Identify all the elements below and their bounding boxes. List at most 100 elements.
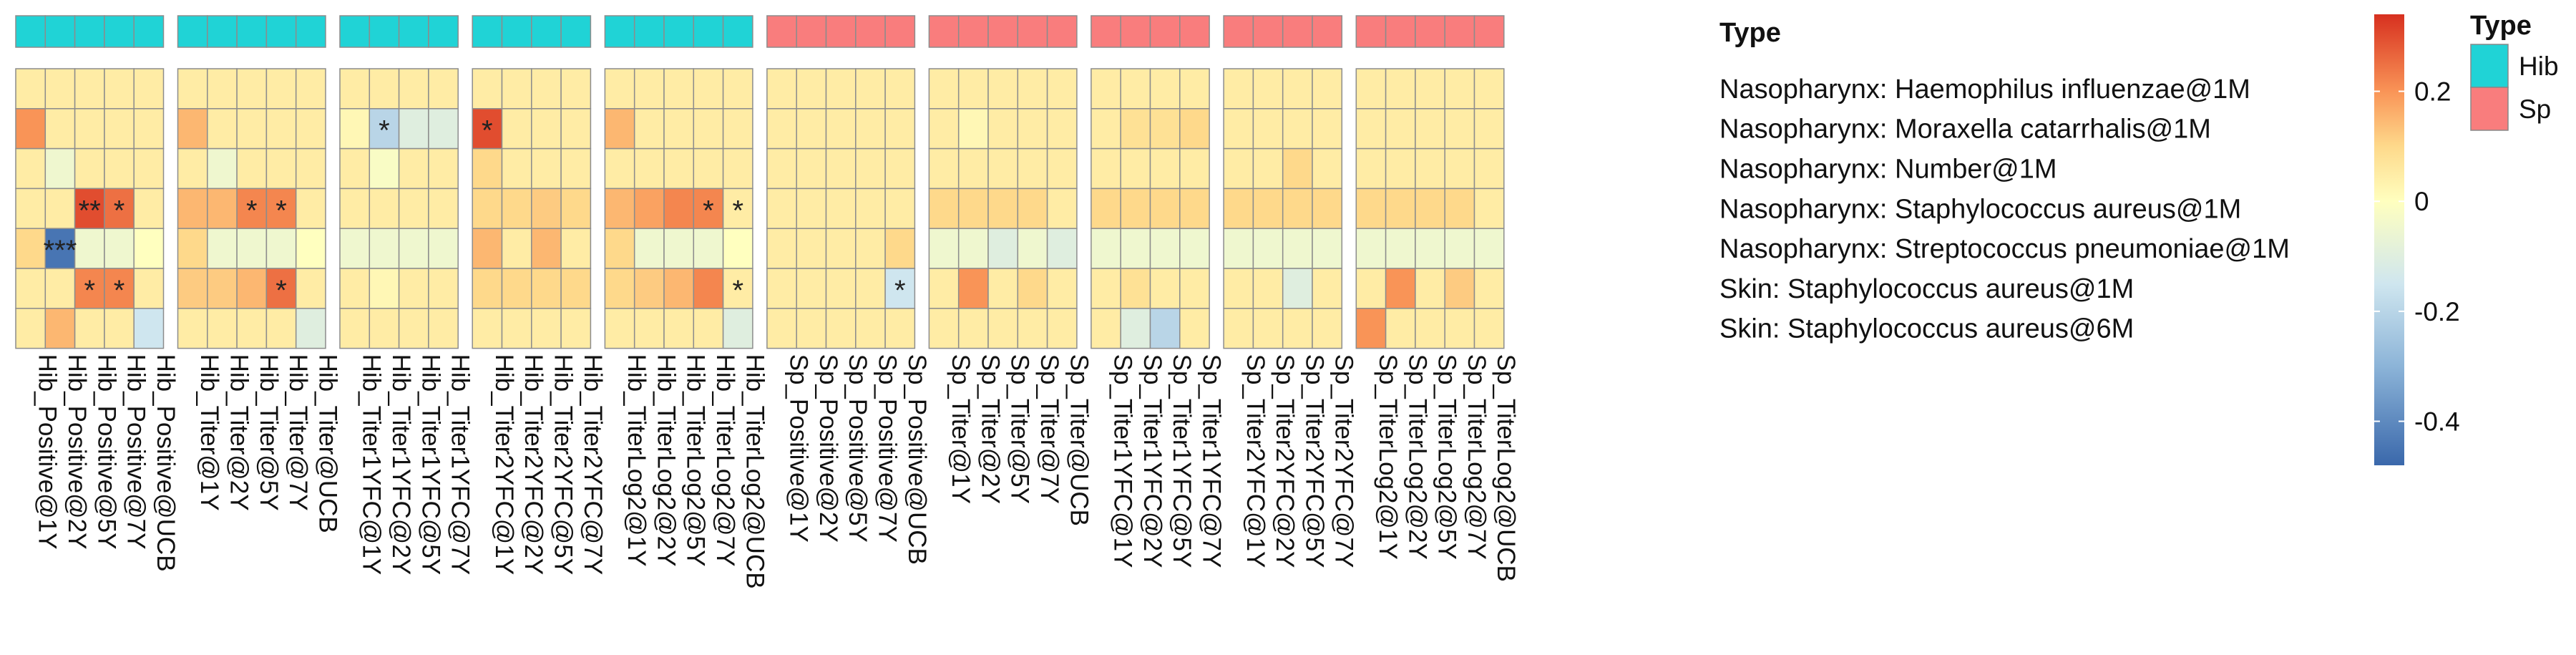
heatmap-cell	[928, 108, 960, 150]
heatmap-cell	[472, 308, 503, 349]
color-scale-tick-label: 0.2	[2414, 77, 2451, 107]
heatmap-cell	[74, 68, 105, 110]
heatmap-cell	[1473, 228, 1505, 269]
heatmap-cell	[428, 108, 459, 150]
heatmap-cell	[604, 308, 635, 349]
heatmap-cell	[633, 68, 665, 110]
column-label: Hib_Positive@2Y	[63, 354, 91, 550]
heatmap-cell	[1017, 268, 1048, 309]
column-label: Sp_Titer@5Y	[1006, 354, 1034, 504]
annotation-cell-sp	[855, 15, 886, 48]
heatmap-cell	[796, 147, 827, 190]
heatmap-cell	[44, 147, 76, 190]
column-label: Hib_TiterLog2@5Y	[682, 354, 710, 567]
heatmap-cell	[957, 108, 989, 150]
annotation-cell-sp	[1312, 15, 1343, 48]
heatmap-cell	[1149, 188, 1181, 229]
heatmap-cell	[987, 228, 1019, 269]
column-label: Hib_Titer@2Y	[225, 354, 253, 511]
heatmap-cell	[884, 68, 916, 110]
heatmap-cell	[74, 308, 105, 349]
heatmap-cell	[1355, 308, 1387, 349]
heatmap-cell	[1444, 147, 1475, 190]
heatmap-cell	[1473, 308, 1505, 349]
annotation-cell-sp	[796, 15, 827, 48]
heatmap-cell	[1179, 188, 1210, 229]
heatmap-cell	[884, 108, 916, 150]
annotation-cell-hib	[74, 15, 105, 48]
heatmap-cell	[825, 188, 857, 229]
heatmap-cell	[472, 108, 503, 150]
heatmap-cell	[1017, 108, 1048, 150]
heatmap-cell	[15, 188, 47, 229]
column-label: Sp_Positive@UCB	[903, 354, 931, 565]
heatmap-cell	[236, 228, 268, 269]
heatmap-cell	[295, 188, 326, 229]
annotation-cell-hib	[15, 15, 47, 48]
significance-marks: * *** * * * * ***** * * * *	[44, 115, 906, 306]
heatmap-cell	[1282, 188, 1313, 229]
column-label: Hib_Titer@7Y	[284, 354, 312, 511]
column-label: Sp_TiterLog2@5Y	[1433, 354, 1461, 560]
annotation-cell-hib	[339, 15, 371, 48]
heatmap-cell	[1282, 147, 1313, 190]
heatmap-cell	[398, 68, 429, 110]
heatmap-cell	[295, 108, 326, 150]
heatmap-cell	[1282, 268, 1313, 309]
annotation-cell-sp	[1415, 15, 1445, 48]
heatmap-cell	[531, 108, 562, 150]
heatmap-cell	[884, 147, 916, 190]
heatmap-cell	[855, 68, 886, 110]
heatmap-cell	[1444, 68, 1475, 110]
heatmap-cell	[1415, 268, 1445, 309]
heatmap-cell	[1355, 147, 1387, 190]
heatmap-cell	[74, 147, 105, 190]
heatmap-cell	[855, 228, 886, 269]
heatmap-cell	[104, 108, 135, 150]
heatmap-cell	[987, 188, 1019, 229]
column-label: Hib_Titer1YFC@1Y	[358, 354, 386, 576]
heatmap-cell	[693, 268, 724, 309]
heatmap-cell	[987, 308, 1019, 349]
heatmap-cell	[604, 108, 635, 150]
significance-mark: *	[894, 275, 906, 306]
annotation-cell-hib	[531, 15, 562, 48]
annotation-cell-hib	[722, 15, 753, 48]
heatmap-cell	[44, 308, 76, 349]
heatmap-cell	[339, 228, 371, 269]
column-label: Sp_Titer1YFC@1Y	[1109, 354, 1137, 568]
heatmap-cell	[1046, 147, 1078, 190]
heatmap-cell	[663, 147, 695, 190]
heatmap-cell	[825, 147, 857, 190]
heatmap-cell	[1252, 147, 1284, 190]
significance-mark: *	[84, 275, 95, 306]
heatmap-cell	[1223, 188, 1254, 229]
heatmap-cell	[295, 68, 326, 110]
heatmap-cell	[1252, 108, 1284, 150]
column-label: Hib_Positive@1Y	[34, 354, 62, 550]
heatmap-cell	[236, 188, 268, 229]
column-label: Hib_TiterLog2@UCB	[741, 354, 769, 589]
column-label: Sp_Positive@1Y	[785, 354, 813, 543]
heatmap-cell	[722, 228, 753, 269]
column-label: Sp_Titer@UCB	[1065, 354, 1093, 526]
color-scale-tick-label: 0	[2414, 187, 2429, 216]
heatmap-cell	[663, 228, 695, 269]
column-label: Sp_Titer1YFC@2Y	[1138, 354, 1166, 568]
significance-mark: *	[246, 195, 258, 226]
heatmap-cell	[428, 268, 459, 309]
heatmap-cell	[796, 268, 827, 309]
heatmap-cell	[1223, 308, 1254, 349]
heatmap-cell	[104, 228, 135, 269]
annotation-cell-sp	[1444, 15, 1475, 48]
heatmap-cell	[604, 147, 635, 190]
heatmap-cell	[44, 228, 76, 269]
annotation-cell-sp	[1355, 15, 1387, 48]
heatmap-cell	[1252, 308, 1284, 349]
heatmap-cell	[1473, 268, 1505, 309]
heatmap-cell	[265, 308, 297, 349]
heatmap-cell	[855, 268, 886, 309]
row-label: Nasopharynx: Number@1M	[1719, 155, 2057, 185]
annotation-cell-sp	[1017, 15, 1048, 48]
heatmap-cell	[177, 268, 208, 309]
